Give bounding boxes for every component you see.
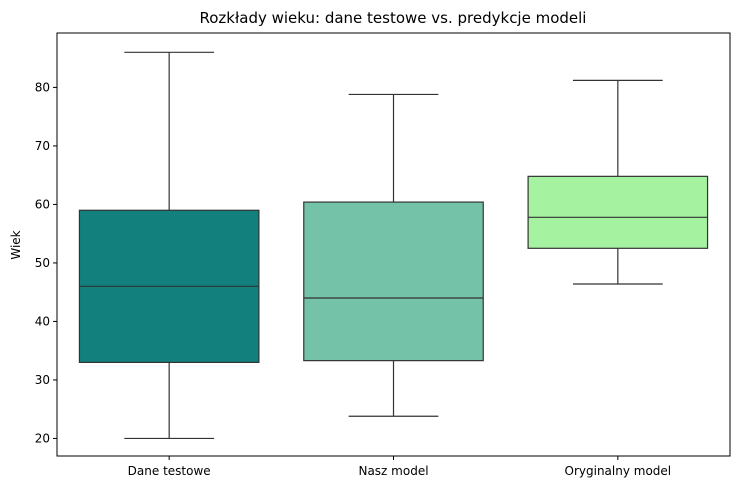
y-tick-label: 60 <box>35 197 50 211</box>
plot-area: Dane testowe Nasz model Oryginalny model 20… <box>35 32 731 478</box>
x-tick-label: Nasz model <box>358 464 428 478</box>
plot-frame <box>56 32 731 457</box>
x-tick-label: Oryginalny model <box>565 464 672 478</box>
y-tick-label: 80 <box>35 80 50 94</box>
y-tick-label: 40 <box>35 314 50 328</box>
y-tick-label: 70 <box>35 139 50 153</box>
box-1 <box>303 201 484 362</box>
y-axis-label: Wiek <box>9 230 23 259</box>
y-tick-label: 20 <box>35 431 50 445</box>
chart-title: Rozkłady wieku: dane testowe vs. predykc… <box>200 9 587 27</box>
y-tick-label: 30 <box>35 373 50 387</box>
x-tick-label: Dane testowe <box>128 464 211 478</box>
y-tick-label: 50 <box>35 256 50 270</box>
box-2 <box>527 175 709 249</box>
